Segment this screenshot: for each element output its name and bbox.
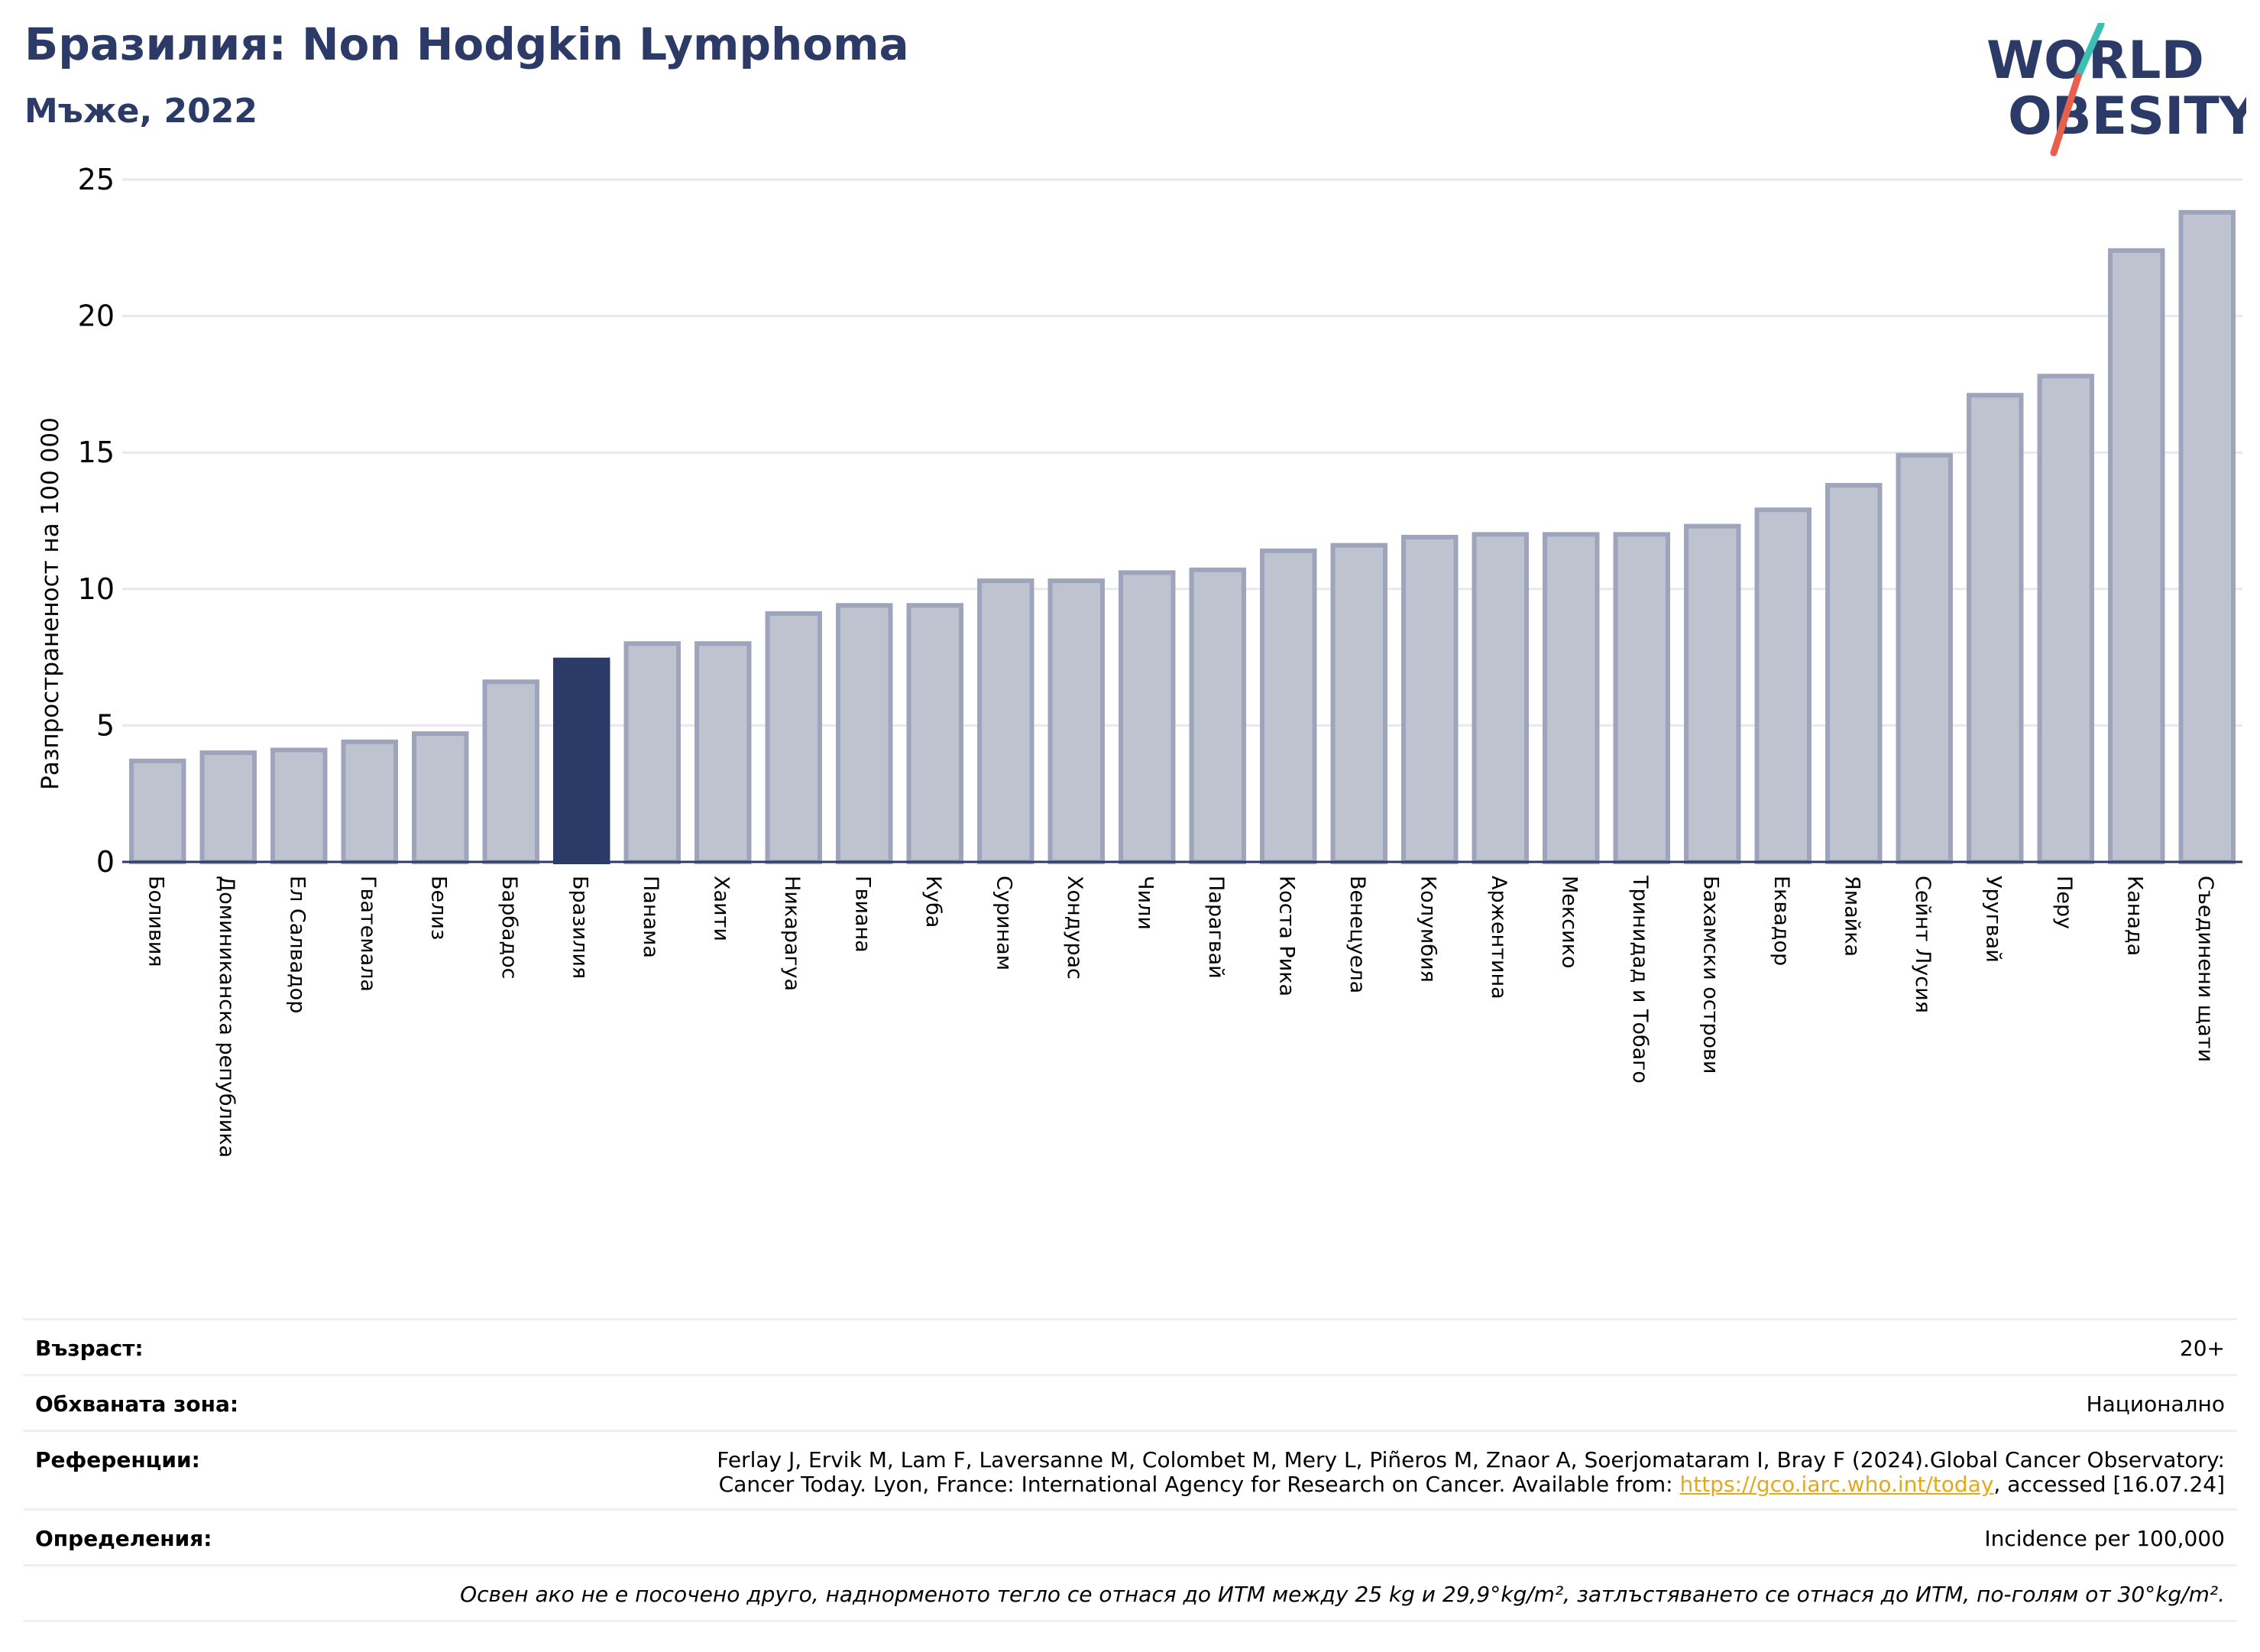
bar [2037,374,2094,864]
y-tick-label: 20 [78,300,115,333]
x-category-label: Мексико [1557,876,1581,968]
bar [482,679,539,864]
x-category-label: Куба [921,876,945,928]
info-row-area: Обхваната зона: Национално [23,1374,2237,1430]
references-accessed: , accessed [16.07.24] [1993,1472,2225,1497]
y-tick-label: 15 [78,436,115,469]
bar [129,758,186,864]
bar [2108,248,2165,864]
info-table: Възраст: 20+ Обхваната зона: Национално … [23,1318,2237,1622]
y-tick-label: 0 [96,845,115,879]
x-category-label: Хаити [709,876,733,941]
x-category-label: Бахамски острови [1698,876,1722,1074]
x-category-label: Суринам [992,876,1015,970]
x-category-label: Аржентина [1487,876,1510,999]
bar [1330,543,1387,864]
x-category-label: Барбадос [497,876,521,979]
info-row-age: Възраст: 20+ [23,1318,2237,1374]
bar [623,641,681,864]
bar [1613,532,1670,864]
x-category-label: Бразилия [568,876,591,979]
x-category-label: Панама [639,876,662,958]
references-line2: Cancer Today. Lyon, France: Internationa… [719,1472,2225,1497]
gco-link[interactable]: https://gco.iarc.who.int/today [1679,1472,1994,1497]
y-axis-label: Разпространеност на 100 000 [37,417,64,790]
bar [1189,567,1246,865]
bmi-note: Освен ако не е посочено друго, наднормен… [460,1582,2225,1607]
bar [412,731,469,865]
bar [906,603,963,864]
x-category-label: Гватемала [356,876,380,992]
x-category-label: Ямайка [1840,876,1863,957]
area-label: Обхваната зона: [35,1391,239,1417]
references-text: Cancer Today. Lyon, France: Internationa… [718,1472,1680,1497]
x-category-label: Ел Салвадор [285,876,309,1013]
y-tick-label: 10 [78,572,115,606]
bar [1260,548,1317,864]
x-category-label: Гвиана [850,876,874,953]
y-tick-labels: 0 5 10 15 20 25 [78,163,115,879]
bars [129,209,2236,865]
x-category-label: Белиз [426,876,450,940]
bar [341,739,398,864]
x-category-label: Канада [2122,876,2146,956]
x-category-labels: Боливия Доминиканска република Ел Салвадор… [144,875,2217,1158]
bar [1472,532,1529,864]
bar [1401,534,1459,864]
x-category-label: Уругвай [1981,876,2005,963]
bar [270,747,328,864]
x-category-label: Венецуела [1345,876,1369,993]
info-row-note: Освен ако не е посочено друго, наднормен… [23,1564,2237,1622]
x-category-label: Никарагуа [780,876,804,991]
definitions-label: Определения: [35,1526,212,1551]
world-obesity-logo: WORLD OBESITY [1986,23,2246,157]
x-category-label: Тринидад и Тобаго [1628,875,1652,1084]
x-category-label: Парагвай [1204,876,1228,979]
x-category-label: Хондурас [1063,876,1086,980]
x-category-label: Коста Рика [1274,876,1298,996]
bar [1967,393,2024,864]
grid-lines [122,178,2242,727]
bar [1543,532,1600,864]
chart-subtitle: Мъже, 2022 [24,92,257,131]
bar [1896,452,1953,864]
y-tick-label: 25 [78,163,115,196]
bar [695,641,752,864]
references-label: Референции: [35,1447,200,1472]
y-tick-label: 5 [96,708,115,742]
bar [977,578,1034,864]
bar [765,611,822,864]
bar [836,603,893,864]
bar [1684,523,1741,864]
bar [1825,483,1883,865]
chart-title: Бразилия: Non Hodgkin Lymphoma [24,18,909,70]
info-row-definitions: Определения: Incidence per 100,000 [23,1508,2237,1564]
logo-line2: OBESITY [2008,86,2246,147]
bar [1754,507,1812,864]
x-category-label: Съединени щати [2194,876,2217,1062]
area-value: Национално [2086,1391,2225,1417]
x-category-label: Колумбия [1416,876,1439,983]
bar-highlight [553,657,610,864]
bar [1119,570,1176,864]
age-label: Възраст: [35,1336,144,1361]
definitions-value: Incidence per 100,000 [1984,1526,2225,1551]
references-line1: Ferlay J, Ervik M, Lam F, Laversanne M, … [717,1447,2225,1472]
x-category-label: Боливия [144,876,167,967]
x-category-label: Чили [1133,876,1157,930]
x-category-label: Перу [2052,876,2076,929]
bar [199,750,257,864]
x-category-label: Доминиканска република [215,876,238,1158]
logo-slash-top [2074,23,2105,80]
age-value: 20+ [2179,1336,2225,1361]
bar [2178,209,2236,864]
bar [1047,578,1105,864]
logo-slash-bottom [2050,73,2082,157]
x-category-label: Еквадор [1769,876,1793,966]
bar-chart: 0 5 10 15 20 25 Боливия Доминиканска република… [37,163,2242,1158]
x-category-label: Сейнт Лусия [1911,876,1935,1013]
info-row-references: Референции: Ferlay J, Ervik M, Lam F, La… [23,1430,2237,1508]
